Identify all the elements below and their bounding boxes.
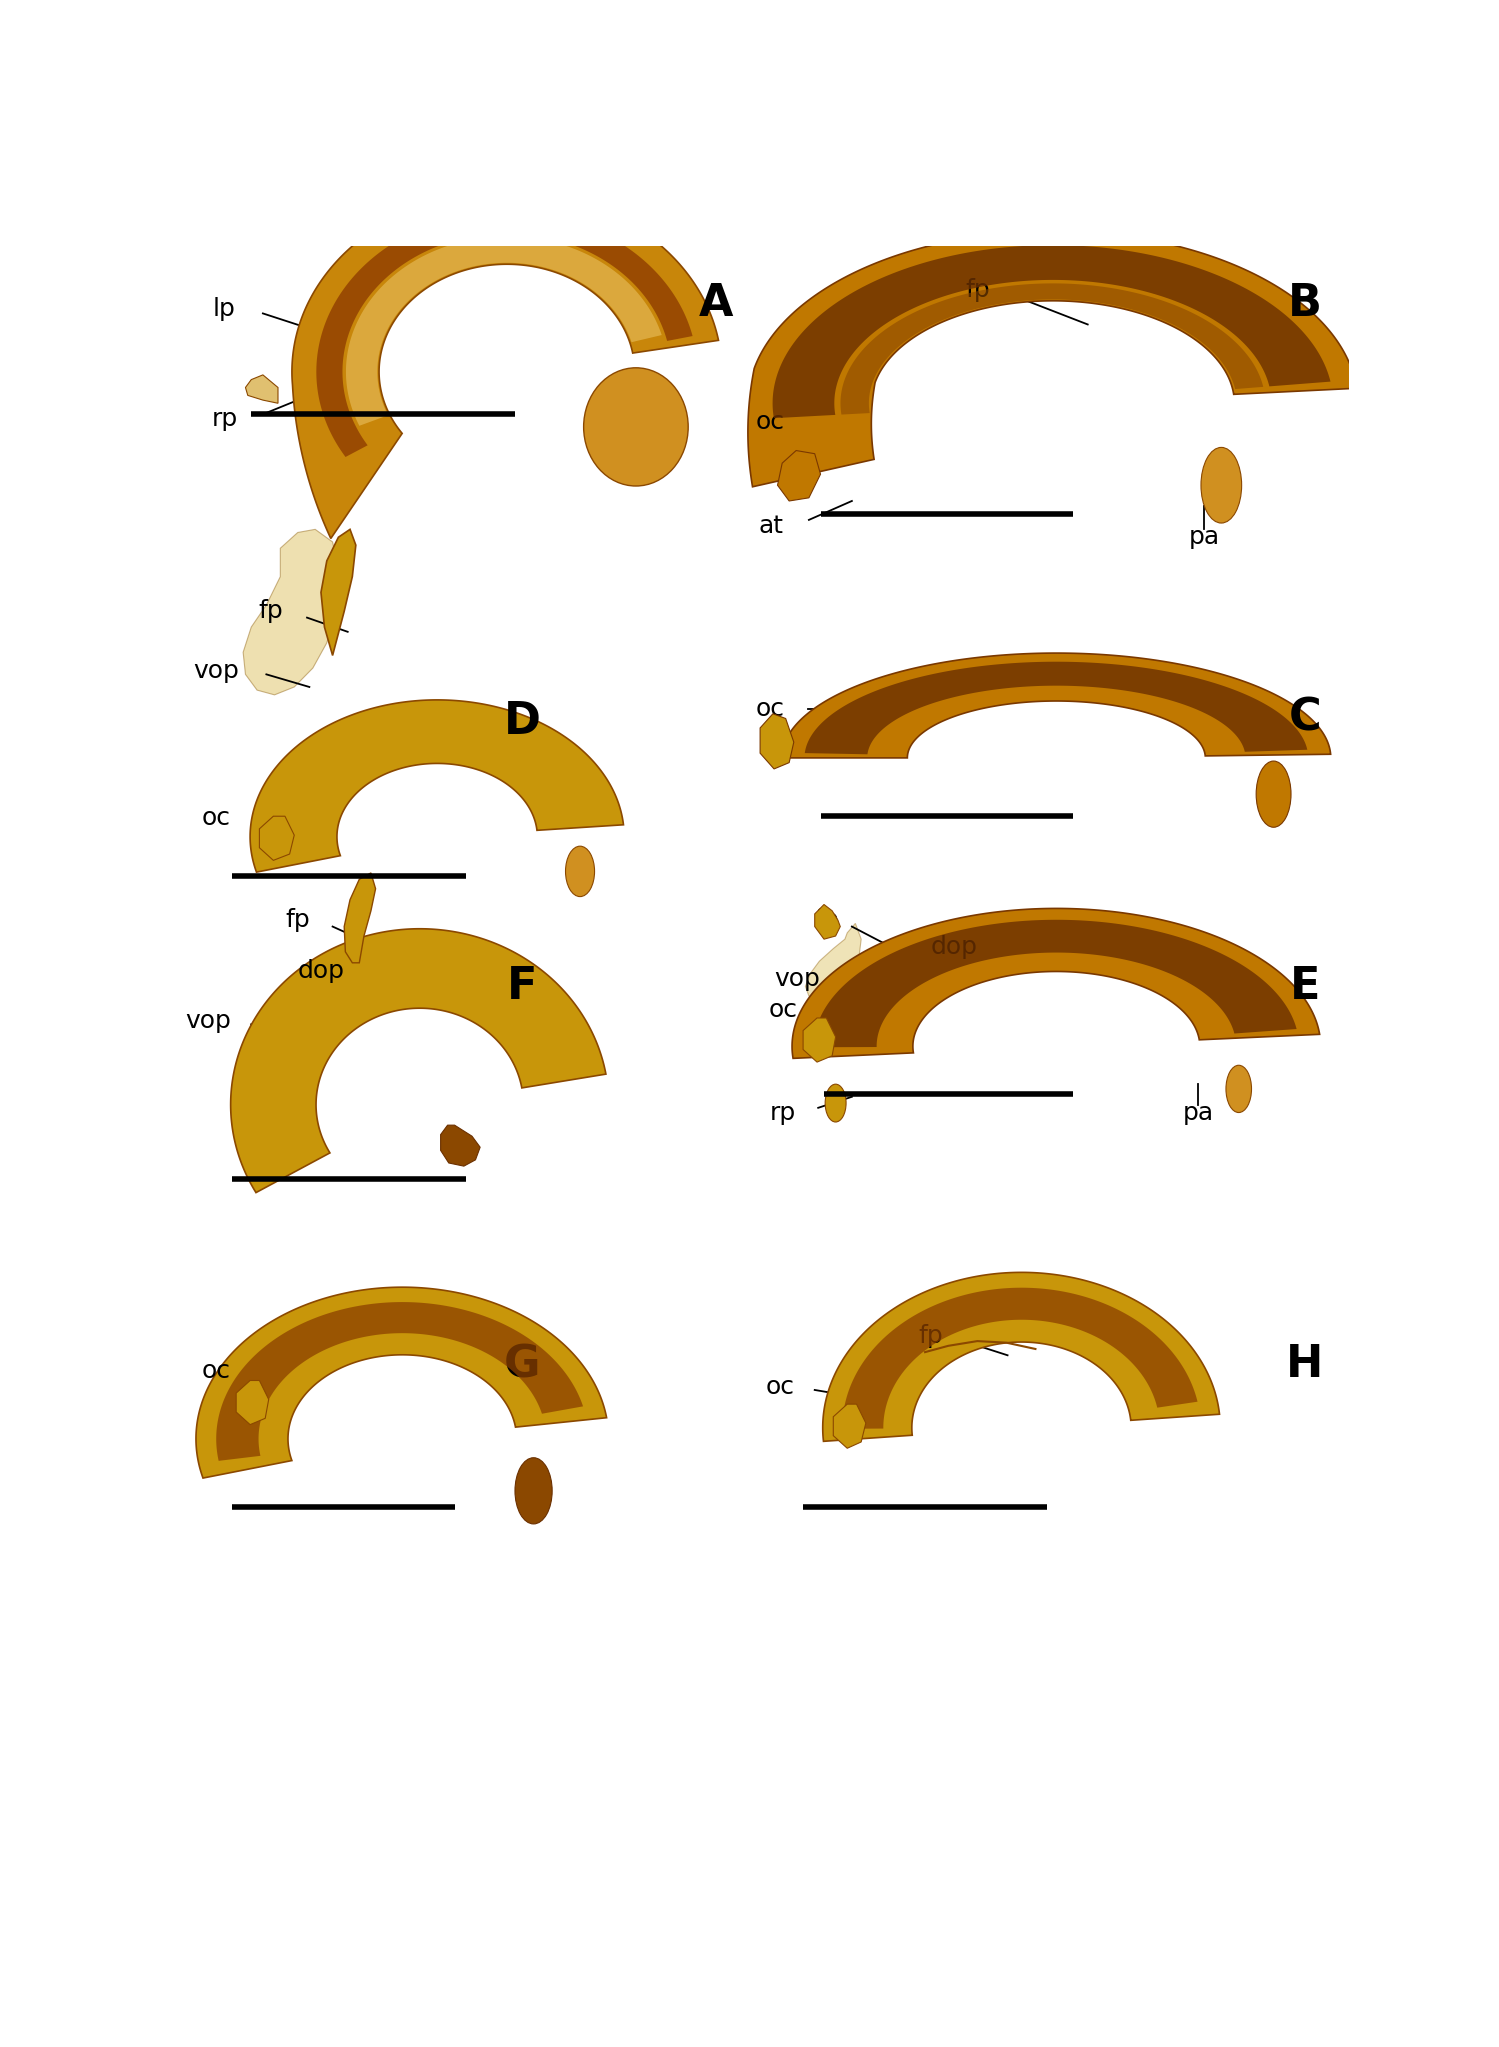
Polygon shape (346, 235, 661, 426)
Text: dop: dop (931, 935, 977, 960)
Polygon shape (237, 1380, 268, 1425)
Text: C: C (1289, 696, 1321, 741)
Text: vop: vop (775, 966, 820, 991)
Text: vop: vop (193, 659, 240, 684)
Polygon shape (833, 1404, 866, 1449)
Polygon shape (243, 530, 339, 694)
Text: oc: oc (766, 1376, 794, 1398)
Text: pa: pa (1189, 526, 1220, 549)
Ellipse shape (583, 368, 688, 485)
Polygon shape (276, 952, 360, 1042)
Ellipse shape (565, 845, 595, 897)
Ellipse shape (1226, 1064, 1252, 1114)
Text: G: G (504, 1343, 540, 1386)
Text: F: F (507, 964, 537, 1007)
Text: oc: oc (202, 1359, 231, 1384)
Polygon shape (321, 530, 355, 655)
Polygon shape (760, 714, 794, 770)
Text: D: D (504, 700, 541, 743)
Text: fp: fp (814, 909, 839, 931)
Polygon shape (841, 282, 1264, 416)
Polygon shape (316, 211, 693, 456)
Ellipse shape (824, 1085, 845, 1122)
Polygon shape (791, 909, 1319, 1058)
Text: rp: rp (770, 1101, 796, 1124)
Polygon shape (778, 450, 820, 502)
Polygon shape (345, 872, 376, 962)
Polygon shape (259, 817, 294, 860)
Text: A: A (699, 282, 733, 325)
Text: H: H (1286, 1343, 1324, 1386)
Ellipse shape (516, 1457, 552, 1523)
Text: B: B (1288, 282, 1322, 325)
Text: fp: fp (259, 600, 283, 624)
Polygon shape (805, 661, 1307, 753)
Polygon shape (196, 1288, 607, 1478)
Polygon shape (842, 1288, 1198, 1429)
Ellipse shape (1256, 761, 1291, 827)
Polygon shape (748, 231, 1357, 487)
Polygon shape (250, 700, 624, 872)
Polygon shape (805, 923, 860, 999)
Text: oc: oc (202, 807, 231, 829)
Text: dop: dop (297, 958, 345, 983)
Polygon shape (782, 653, 1331, 757)
Polygon shape (246, 375, 277, 403)
Text: fp: fp (285, 909, 310, 931)
Polygon shape (216, 1302, 583, 1462)
Polygon shape (803, 1017, 835, 1062)
Text: pa: pa (1183, 1101, 1214, 1124)
Text: fp: fp (919, 1324, 943, 1349)
Polygon shape (292, 190, 718, 538)
Polygon shape (231, 929, 606, 1193)
Text: lp: lp (213, 297, 235, 321)
Text: oc: oc (755, 698, 785, 721)
Polygon shape (441, 1126, 480, 1167)
Text: at: at (758, 514, 782, 538)
Polygon shape (823, 1273, 1220, 1441)
Polygon shape (814, 919, 1297, 1048)
Text: oc: oc (769, 999, 797, 1021)
Text: vop: vop (186, 1009, 231, 1034)
Polygon shape (815, 905, 841, 940)
Text: oc: oc (755, 409, 785, 434)
Text: rp: rp (211, 407, 238, 432)
Polygon shape (772, 246, 1331, 418)
Text: fp: fp (965, 278, 989, 301)
Ellipse shape (1201, 448, 1241, 524)
Text: E: E (1289, 964, 1321, 1007)
